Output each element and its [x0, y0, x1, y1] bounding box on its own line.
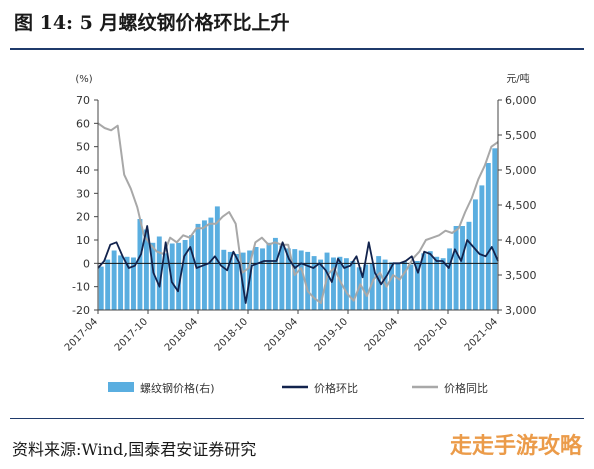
- legend-label: 螺纹钢价格(右): [140, 381, 215, 395]
- price-bar: [98, 266, 104, 310]
- x-tick-label: 2018-10: [213, 316, 250, 353]
- price-bar: [363, 264, 369, 310]
- price-bar: [266, 242, 272, 310]
- price-bar: [466, 221, 472, 310]
- price-bar: [285, 248, 291, 310]
- price-bar: [318, 259, 324, 310]
- price-bar: [331, 257, 336, 310]
- x-tick-label: 2017-10: [113, 316, 150, 353]
- price-bar: [234, 254, 240, 310]
- price-bar: [311, 256, 317, 310]
- price-bar: [221, 249, 227, 310]
- price-bar: [447, 248, 453, 310]
- price-bar: [131, 257, 136, 310]
- price-bar: [260, 248, 265, 310]
- price-bar: [395, 263, 401, 310]
- right-tick-label: 6,000: [505, 94, 537, 107]
- price-bar: [143, 229, 149, 310]
- price-bar: [118, 255, 124, 310]
- legend-layer: 螺纹钢价格(右) 价格环比 价格同比: [108, 381, 488, 395]
- price-bar: [214, 206, 220, 310]
- price-bar: [298, 250, 304, 310]
- right-axis-unit: 元/吨: [506, 72, 529, 85]
- title-rule: [10, 48, 584, 50]
- lines-layer: [97, 122, 499, 304]
- x-tick-label: 2019-04: [263, 316, 300, 353]
- price-bar: [408, 264, 414, 310]
- price-bar: [272, 237, 278, 310]
- price-bar: [389, 262, 394, 310]
- price-bar: [111, 250, 117, 310]
- price-bar: [176, 242, 182, 310]
- right-tick-label: 3,500: [505, 269, 537, 282]
- price-bar: [150, 242, 156, 310]
- price-bar: [434, 256, 440, 310]
- left-tick-label: 20: [76, 211, 90, 224]
- price-bar: [492, 148, 498, 310]
- left-tick-label: 70: [76, 94, 90, 107]
- x-tick-label: 2018-04: [163, 316, 200, 353]
- mom-line: [97, 225, 499, 304]
- right-tick-label: 5,000: [505, 164, 537, 177]
- right-tick-label: 3,000: [505, 304, 537, 317]
- price-bar: [105, 259, 111, 310]
- chart: -20 -10 0 10 20 30 40 50 60 70 (%) 3,000 3,500 4,000 4…: [63, 72, 537, 395]
- price-bar: [305, 251, 311, 310]
- legend-swatch-bar: [108, 382, 134, 392]
- price-bar: [350, 261, 356, 310]
- price-bar: [279, 245, 285, 310]
- price-bar: [440, 258, 446, 310]
- left-tick-label: -20: [72, 304, 90, 317]
- price-bar: [124, 256, 130, 310]
- left-tick-label: 50: [76, 141, 90, 154]
- watermark: 走走手游攻略: [449, 434, 582, 459]
- figure-title: 图 14: 5 月螺纹钢价格环比上升: [14, 12, 290, 34]
- left-tick-label: -10: [72, 281, 90, 294]
- legend-label: 价格环比: [314, 381, 358, 395]
- price-bar: [253, 247, 259, 310]
- source-note: 资料来源:Wind,国泰君安证券研究: [12, 440, 257, 459]
- price-bar: [427, 251, 433, 310]
- right-tick-label: 4,500: [505, 199, 537, 212]
- price-bar: [453, 226, 459, 310]
- price-bar: [414, 261, 420, 310]
- price-bar: [163, 253, 169, 310]
- legend-label: 价格同比: [444, 381, 488, 395]
- left-tick-label: 60: [76, 117, 90, 130]
- price-bar: [485, 163, 491, 310]
- x-tick-label: 2020-10: [413, 316, 450, 353]
- right-tick-label: 5,500: [505, 129, 537, 142]
- price-bar: [376, 256, 382, 310]
- price-bar: [227, 251, 233, 310]
- price-bar: [343, 258, 349, 310]
- price-bar: [472, 199, 478, 310]
- price-bar: [402, 261, 407, 310]
- price-bar: [189, 235, 194, 310]
- price-bar: [169, 243, 175, 310]
- source-rule: [10, 418, 584, 419]
- right-tick-label: 4,000: [505, 234, 537, 247]
- left-axis-unit: (%): [75, 74, 92, 85]
- price-bar: [479, 185, 485, 310]
- x-tick-label: 2021-04: [463, 316, 500, 353]
- price-bar: [182, 240, 188, 310]
- left-tick-label: 10: [76, 234, 90, 247]
- price-bar: [369, 263, 375, 310]
- x-tick-label: 2019-10: [313, 316, 350, 353]
- price-bar: [292, 249, 298, 310]
- x-tick-label: 2017-04: [63, 316, 100, 353]
- price-bar: [421, 253, 427, 310]
- price-bar: [337, 256, 343, 310]
- left-tick-label: 30: [76, 187, 90, 200]
- left-tick-label: 0: [83, 257, 90, 270]
- price-bar: [156, 236, 162, 310]
- left-tick-label: 40: [76, 164, 90, 177]
- x-tick-label: 2020-04: [363, 316, 400, 353]
- price-bar: [137, 219, 143, 310]
- price-bar: [460, 226, 465, 310]
